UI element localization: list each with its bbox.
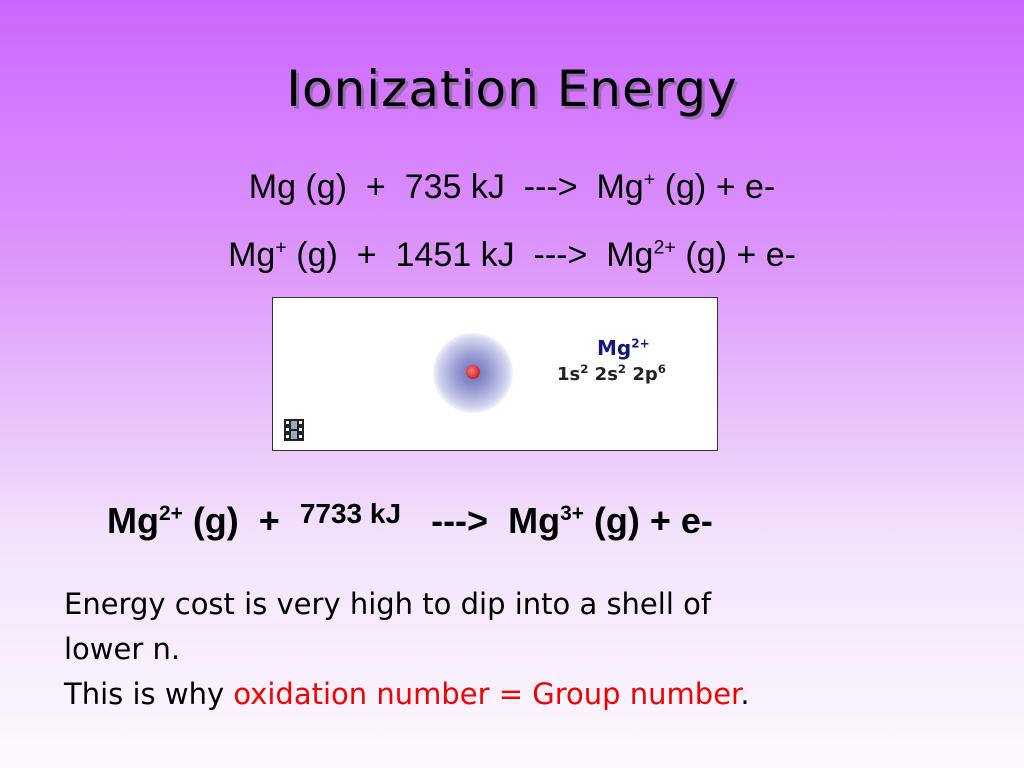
eq3-product-rest: (g) + e- bbox=[593, 500, 713, 541]
explanation-prefix: This is why bbox=[64, 677, 234, 711]
explanation-line-1: Energy cost is very high to dip into a s… bbox=[64, 587, 712, 621]
eq1-product-rest: (g) + e- bbox=[664, 168, 776, 206]
eq1-energy: 735 kJ bbox=[404, 168, 505, 206]
config-electrons: 2 bbox=[617, 362, 627, 376]
eq2-product-rest: (g) + e- bbox=[685, 236, 796, 274]
eq3-product-charge: 3+ bbox=[560, 502, 584, 525]
eq2-product: Mg bbox=[606, 236, 654, 274]
electron-cloud-animation[interactable]: Mg2+ 1s2 2s2 2p6 bbox=[272, 297, 718, 451]
eq2-plus: + bbox=[356, 236, 377, 274]
eq1-arrow: ---> bbox=[523, 168, 578, 206]
config-orbital: 2p bbox=[632, 364, 658, 385]
film-icon[interactable] bbox=[283, 418, 305, 442]
eq1-product-charge: + bbox=[643, 168, 656, 191]
config-electrons: 6 bbox=[657, 362, 666, 376]
eq2-arrow: ---> bbox=[533, 236, 588, 274]
equation-3: Mg2+ (g) + 7733 kJ ---> Mg3+ (g) + e- bbox=[107, 498, 713, 542]
eq3-energy: 7733 kJ bbox=[299, 498, 402, 529]
equation-2: Mg+ (g) + 1451 kJ ---> Mg2+ (g) + e- bbox=[0, 236, 1024, 275]
ion-charge: 2+ bbox=[631, 336, 650, 351]
eq3-product: Mg bbox=[508, 500, 561, 541]
eq2-reactant-rest: (g) bbox=[296, 236, 338, 274]
eq1-reactant: Mg (g) bbox=[248, 168, 347, 206]
explanation-text: Energy cost is very high to dip into a s… bbox=[64, 582, 964, 717]
eq3-reactant-charge: 2+ bbox=[158, 502, 183, 525]
electron-configuration: 1s2 2s2 2p6 bbox=[557, 362, 666, 385]
config-electrons: 2 bbox=[580, 362, 589, 376]
eq3-reactant-rest: (g) bbox=[192, 500, 239, 541]
equation-1: Mg (g) + 735 kJ ---> Mg+ (g) + e- bbox=[0, 168, 1024, 207]
eq1-product: Mg bbox=[596, 168, 644, 206]
eq2-energy: 1451 kJ bbox=[395, 236, 515, 274]
eq2-product-charge: 2+ bbox=[653, 236, 676, 259]
nucleus bbox=[466, 365, 480, 379]
eq3-reactant: Mg bbox=[107, 500, 159, 541]
eq2-reactant-charge: + bbox=[275, 236, 287, 259]
ion-symbol: Mg bbox=[597, 336, 632, 360]
config-orbital: 1s bbox=[557, 364, 581, 385]
eq1-plus: + bbox=[365, 168, 386, 206]
eq2-reactant: Mg bbox=[228, 236, 276, 274]
ion-label: Mg2+ bbox=[597, 336, 650, 360]
eq3-plus: + bbox=[258, 500, 280, 541]
explanation-line-2: lower n. bbox=[64, 632, 181, 666]
config-orbital: 2s bbox=[594, 364, 618, 385]
slide-title: Ionization Energy bbox=[286, 60, 738, 118]
explanation-suffix: . bbox=[740, 677, 750, 711]
eq3-arrow: ---> bbox=[431, 500, 489, 541]
explanation-line-3: This is why oxidation number = Group num… bbox=[64, 672, 964, 717]
oxidation-highlight: oxidation number = Group number bbox=[233, 677, 741, 711]
